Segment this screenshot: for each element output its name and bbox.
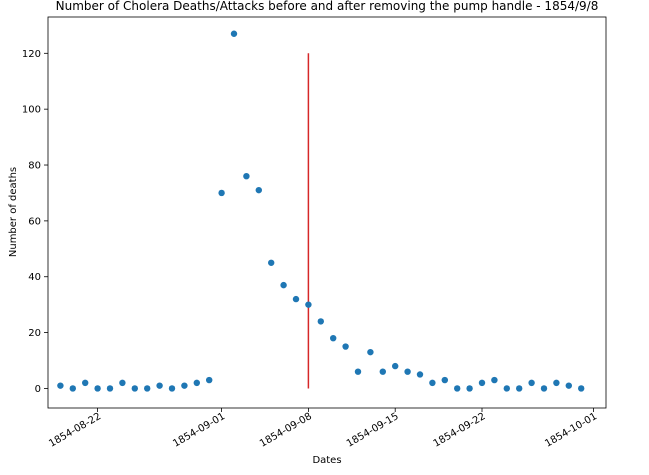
data-point [144, 385, 151, 392]
data-point [379, 368, 386, 375]
data-point [540, 385, 548, 392]
y-tick-label: 60 [28, 216, 41, 227]
x-axis-label: Dates [312, 455, 341, 466]
x-tick-label: 1854-10-01 [543, 411, 599, 450]
data-point [503, 385, 510, 392]
data-point [268, 259, 275, 266]
data-points [57, 30, 585, 392]
data-point [429, 379, 436, 387]
data-point [317, 318, 324, 325]
data-point [82, 379, 89, 387]
data-point [392, 362, 399, 370]
data-point [441, 376, 448, 384]
data-point [131, 385, 138, 392]
y-tick-label: 100 [22, 105, 41, 116]
x-tick-label: 1854-08-22 [47, 411, 103, 450]
data-point [516, 385, 523, 392]
data-point [255, 186, 262, 194]
x-axis: 1854-08-22 1854-09-01 1854-09-08 1854-09-15… [47, 408, 599, 450]
data-point [565, 382, 572, 389]
y-tick-label: 0 [35, 384, 41, 395]
data-point [354, 368, 362, 375]
y-tick-label: 120 [22, 49, 41, 60]
data-point [69, 385, 77, 392]
data-point [416, 371, 424, 378]
data-point [206, 376, 213, 384]
chart-title: Number of Cholera Deaths/Attacks before … [56, 0, 599, 13]
data-point [466, 385, 473, 392]
data-point [280, 281, 287, 289]
y-axis: 0 20 40 60 80 100 120 [22, 49, 48, 395]
y-tick-label: 20 [28, 328, 41, 339]
data-point [243, 172, 250, 180]
data-point [305, 301, 312, 308]
data-point [528, 379, 535, 387]
data-point [454, 385, 461, 392]
data-point [578, 385, 585, 392]
data-point [218, 189, 225, 197]
data-point [404, 368, 411, 375]
data-point [168, 385, 176, 392]
y-tick-label: 80 [28, 161, 41, 172]
data-point [553, 379, 560, 387]
data-point [330, 334, 337, 342]
data-point [106, 385, 114, 392]
data-point [367, 348, 374, 356]
x-tick-label: 1854-09-15 [345, 411, 401, 450]
data-point [230, 30, 238, 37]
data-point [181, 382, 188, 389]
x-tick-label: 1854-09-22 [432, 411, 488, 450]
y-tick-label: 40 [28, 272, 41, 283]
data-point [478, 379, 486, 387]
data-point [57, 382, 64, 389]
data-point [342, 343, 349, 350]
data-point [119, 379, 126, 387]
plot-area-frame [47, 16, 607, 409]
x-tick-label: 1854-09-01 [171, 411, 227, 450]
data-point [156, 382, 163, 389]
x-tick-label: 1854-09-08 [258, 411, 314, 450]
data-point [491, 376, 498, 384]
y-axis-label: Number of deaths [8, 167, 19, 257]
data-point [193, 379, 200, 387]
data-point [292, 295, 300, 303]
data-point [94, 385, 101, 392]
